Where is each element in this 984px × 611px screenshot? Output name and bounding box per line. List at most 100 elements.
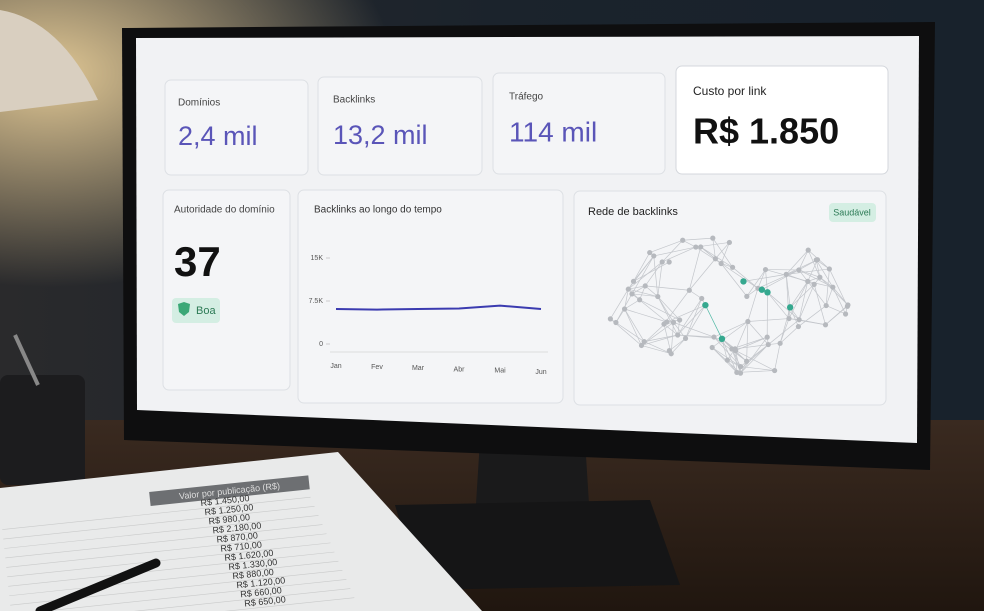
edge bbox=[789, 284, 815, 308]
line-series bbox=[335, 304, 542, 311]
edge bbox=[662, 246, 696, 263]
node bbox=[629, 291, 635, 297]
card bbox=[297, 189, 564, 404]
card-label: Custo por link bbox=[693, 84, 767, 98]
edge bbox=[657, 261, 663, 297]
edge bbox=[735, 321, 749, 351]
edge bbox=[624, 299, 640, 310]
node bbox=[783, 271, 789, 277]
edge bbox=[779, 307, 791, 344]
node bbox=[842, 311, 849, 317]
edge bbox=[645, 285, 690, 291]
edge bbox=[807, 249, 821, 278]
node bbox=[659, 259, 665, 265]
node bbox=[762, 266, 769, 273]
monitor-base bbox=[395, 500, 680, 590]
edge bbox=[731, 336, 768, 350]
paper-rows: R$ 1.450,00R$ 1.250,00R$ 980,00R$ 2.180,… bbox=[2, 493, 355, 611]
node bbox=[625, 286, 631, 292]
edge bbox=[747, 318, 790, 322]
edge bbox=[798, 305, 827, 327]
node bbox=[826, 266, 832, 272]
edge bbox=[649, 239, 683, 253]
row-line bbox=[9, 560, 339, 597]
authority-label: Autoridade do domínio bbox=[174, 205, 275, 216]
node bbox=[737, 363, 744, 370]
row-line bbox=[5, 524, 323, 559]
x-tick-label: Jun bbox=[535, 369, 546, 376]
edge bbox=[720, 263, 759, 289]
node bbox=[726, 239, 733, 246]
dashboard: Domínios 2,4 mil Backlinks 13,2 mil Tráf… bbox=[162, 65, 889, 406]
lamp-shade bbox=[0, 10, 98, 112]
edge bbox=[798, 284, 815, 320]
edge bbox=[673, 322, 715, 338]
node bbox=[655, 293, 661, 300]
paper-row: R$ 710,00 bbox=[220, 539, 262, 553]
edge bbox=[720, 242, 730, 264]
node bbox=[666, 348, 672, 354]
edge bbox=[633, 255, 655, 282]
x-tick-label: Jan bbox=[330, 363, 341, 370]
row-line bbox=[13, 597, 355, 611]
badge bbox=[829, 203, 876, 222]
node bbox=[682, 335, 689, 342]
node bbox=[670, 319, 677, 325]
node bbox=[647, 249, 653, 256]
edge bbox=[685, 298, 703, 339]
node bbox=[710, 235, 716, 241]
row-line bbox=[4, 515, 319, 549]
card-label: Tráfego bbox=[509, 92, 544, 103]
edge bbox=[807, 281, 833, 288]
node bbox=[702, 301, 709, 309]
node bbox=[686, 287, 692, 293]
edge bbox=[735, 350, 738, 373]
edge bbox=[653, 255, 659, 297]
edge bbox=[825, 268, 830, 306]
edge bbox=[673, 322, 686, 339]
edge bbox=[798, 249, 809, 271]
node bbox=[772, 367, 778, 374]
edge bbox=[740, 344, 769, 374]
node bbox=[638, 342, 645, 349]
node bbox=[786, 304, 794, 311]
edge bbox=[689, 258, 716, 291]
edge bbox=[720, 263, 748, 297]
edge bbox=[813, 284, 826, 325]
node bbox=[758, 286, 766, 293]
edge bbox=[631, 293, 658, 297]
edge bbox=[747, 288, 759, 322]
edge bbox=[666, 304, 706, 323]
edge bbox=[633, 261, 670, 282]
paper-row: R$ 650,00 bbox=[244, 594, 286, 608]
node bbox=[796, 317, 802, 323]
edge bbox=[799, 319, 826, 326]
edge bbox=[826, 305, 846, 315]
x-tick-label: Mar bbox=[412, 365, 425, 372]
edge bbox=[819, 277, 849, 306]
edge bbox=[663, 290, 690, 325]
edge bbox=[610, 288, 629, 320]
edge bbox=[798, 269, 834, 288]
edge bbox=[705, 304, 723, 339]
edge bbox=[644, 341, 672, 355]
edge bbox=[832, 287, 846, 315]
edge bbox=[624, 308, 667, 323]
edge bbox=[825, 306, 848, 326]
node bbox=[693, 244, 699, 250]
edge bbox=[721, 338, 728, 361]
node bbox=[786, 315, 792, 322]
authority-value: 37 bbox=[174, 238, 221, 285]
node bbox=[764, 334, 770, 340]
edge bbox=[746, 321, 749, 362]
edge bbox=[735, 344, 769, 350]
row-line bbox=[8, 551, 335, 587]
card bbox=[162, 189, 291, 391]
row-line bbox=[3, 506, 315, 540]
edge bbox=[653, 246, 696, 257]
edge bbox=[657, 296, 674, 323]
edge bbox=[624, 308, 645, 342]
chart-title: Backlinks ao longo do tempo bbox=[314, 205, 442, 216]
node bbox=[805, 247, 811, 253]
